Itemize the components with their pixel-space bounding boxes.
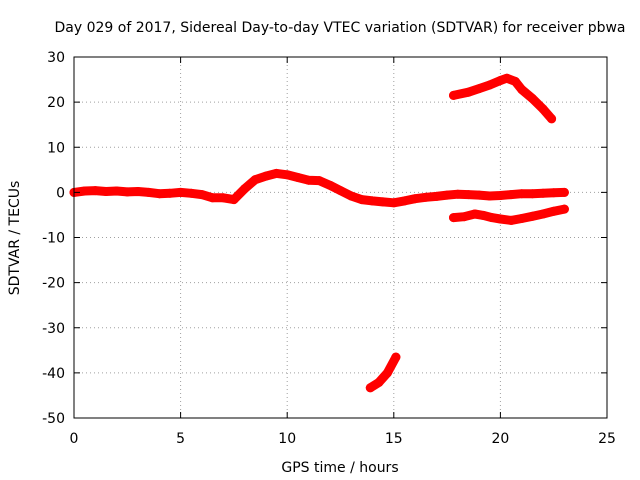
data-point <box>421 192 431 202</box>
data-point <box>485 80 495 90</box>
x-tick-label: 25 <box>598 431 616 447</box>
data-point <box>374 377 384 387</box>
series-track-negative <box>365 352 401 393</box>
data-point <box>165 188 175 198</box>
data-point <box>495 191 505 200</box>
data-point <box>391 352 401 362</box>
data-point <box>538 104 548 114</box>
y-tick-label: 10 <box>47 140 65 156</box>
data-point <box>365 383 375 393</box>
data-point <box>463 190 473 200</box>
plot-frame <box>73 56 608 419</box>
data-point <box>449 213 458 223</box>
ticks: 0 5 10 15 20 25 -50 -40 -30 -20 -10 0 10 20 30 <box>42 50 616 447</box>
data-point <box>250 175 260 185</box>
data-point <box>336 186 345 196</box>
y-tick-label: -30 <box>42 321 65 337</box>
data-point <box>368 196 377 206</box>
y-tick-label: 30 <box>47 50 65 66</box>
x-tick-label: 5 <box>176 431 185 447</box>
data-point <box>133 187 143 196</box>
data-point <box>176 187 186 197</box>
data-point <box>449 90 458 100</box>
data-point <box>517 189 527 199</box>
data-point <box>400 196 409 206</box>
series-layer <box>69 73 569 393</box>
data-point <box>506 215 516 225</box>
data-point <box>90 186 100 196</box>
data-point <box>502 73 512 83</box>
data-point <box>478 210 488 220</box>
data-point <box>389 198 399 208</box>
data-point <box>382 368 392 378</box>
data-point <box>538 188 548 198</box>
data-point <box>453 189 463 199</box>
x-tick-label: 10 <box>278 431 296 447</box>
data-point <box>463 87 473 97</box>
data-point <box>459 212 469 222</box>
data-point <box>229 195 239 205</box>
data-point <box>325 180 335 190</box>
data-point <box>282 170 292 180</box>
data-point <box>517 214 527 223</box>
x-tick-label: 0 <box>70 431 79 447</box>
data-point <box>470 209 480 219</box>
data-point <box>80 186 90 196</box>
data-point <box>431 191 441 201</box>
x-tick-label: 15 <box>385 431 403 447</box>
data-point <box>197 190 207 200</box>
data-point <box>474 190 484 200</box>
data-point <box>527 94 537 103</box>
data-point <box>208 193 218 203</box>
data-point <box>218 193 228 203</box>
data-point <box>549 206 559 216</box>
data-point <box>517 85 527 94</box>
y-tick-label: -20 <box>42 276 65 292</box>
data-point <box>487 213 497 223</box>
data-point <box>559 187 569 197</box>
data-point <box>144 187 154 197</box>
data-point <box>474 84 484 94</box>
data-point <box>304 175 313 185</box>
data-point <box>154 189 164 199</box>
data-point <box>378 197 388 207</box>
y-tick-label: -40 <box>42 366 65 382</box>
x-axis-label: GPS time / hours <box>281 460 398 476</box>
x-tick-label: 20 <box>491 431 509 447</box>
data-point <box>442 190 452 200</box>
data-point <box>549 188 559 198</box>
data-point <box>538 209 548 219</box>
y-tick-label: -50 <box>42 411 65 427</box>
data-point <box>495 214 505 224</box>
data-point <box>485 191 495 201</box>
data-point <box>112 186 122 196</box>
data-point <box>506 190 516 200</box>
data-point <box>101 187 111 196</box>
y-tick-label: -10 <box>42 231 65 247</box>
data-point <box>510 76 520 86</box>
y-tick-label: 20 <box>47 95 65 111</box>
data-point <box>547 114 557 124</box>
data-point <box>314 176 324 186</box>
data-point <box>293 173 303 182</box>
data-point <box>527 211 537 221</box>
data-point <box>346 191 356 201</box>
data-point <box>527 189 537 199</box>
data-point <box>122 187 132 197</box>
data-point <box>410 194 420 204</box>
data-point <box>186 188 196 198</box>
y-axis-label: SDTVAR / TECUs <box>7 181 23 296</box>
data-point <box>559 204 569 214</box>
data-point <box>240 184 250 194</box>
data-point <box>357 195 367 205</box>
chart-title: Day 029 of 2017, Sidereal Day-to-day VTE… <box>54 20 625 36</box>
data-point <box>261 171 271 181</box>
grid <box>74 57 607 418</box>
data-point <box>272 168 281 178</box>
y-tick-label: 0 <box>56 185 65 201</box>
